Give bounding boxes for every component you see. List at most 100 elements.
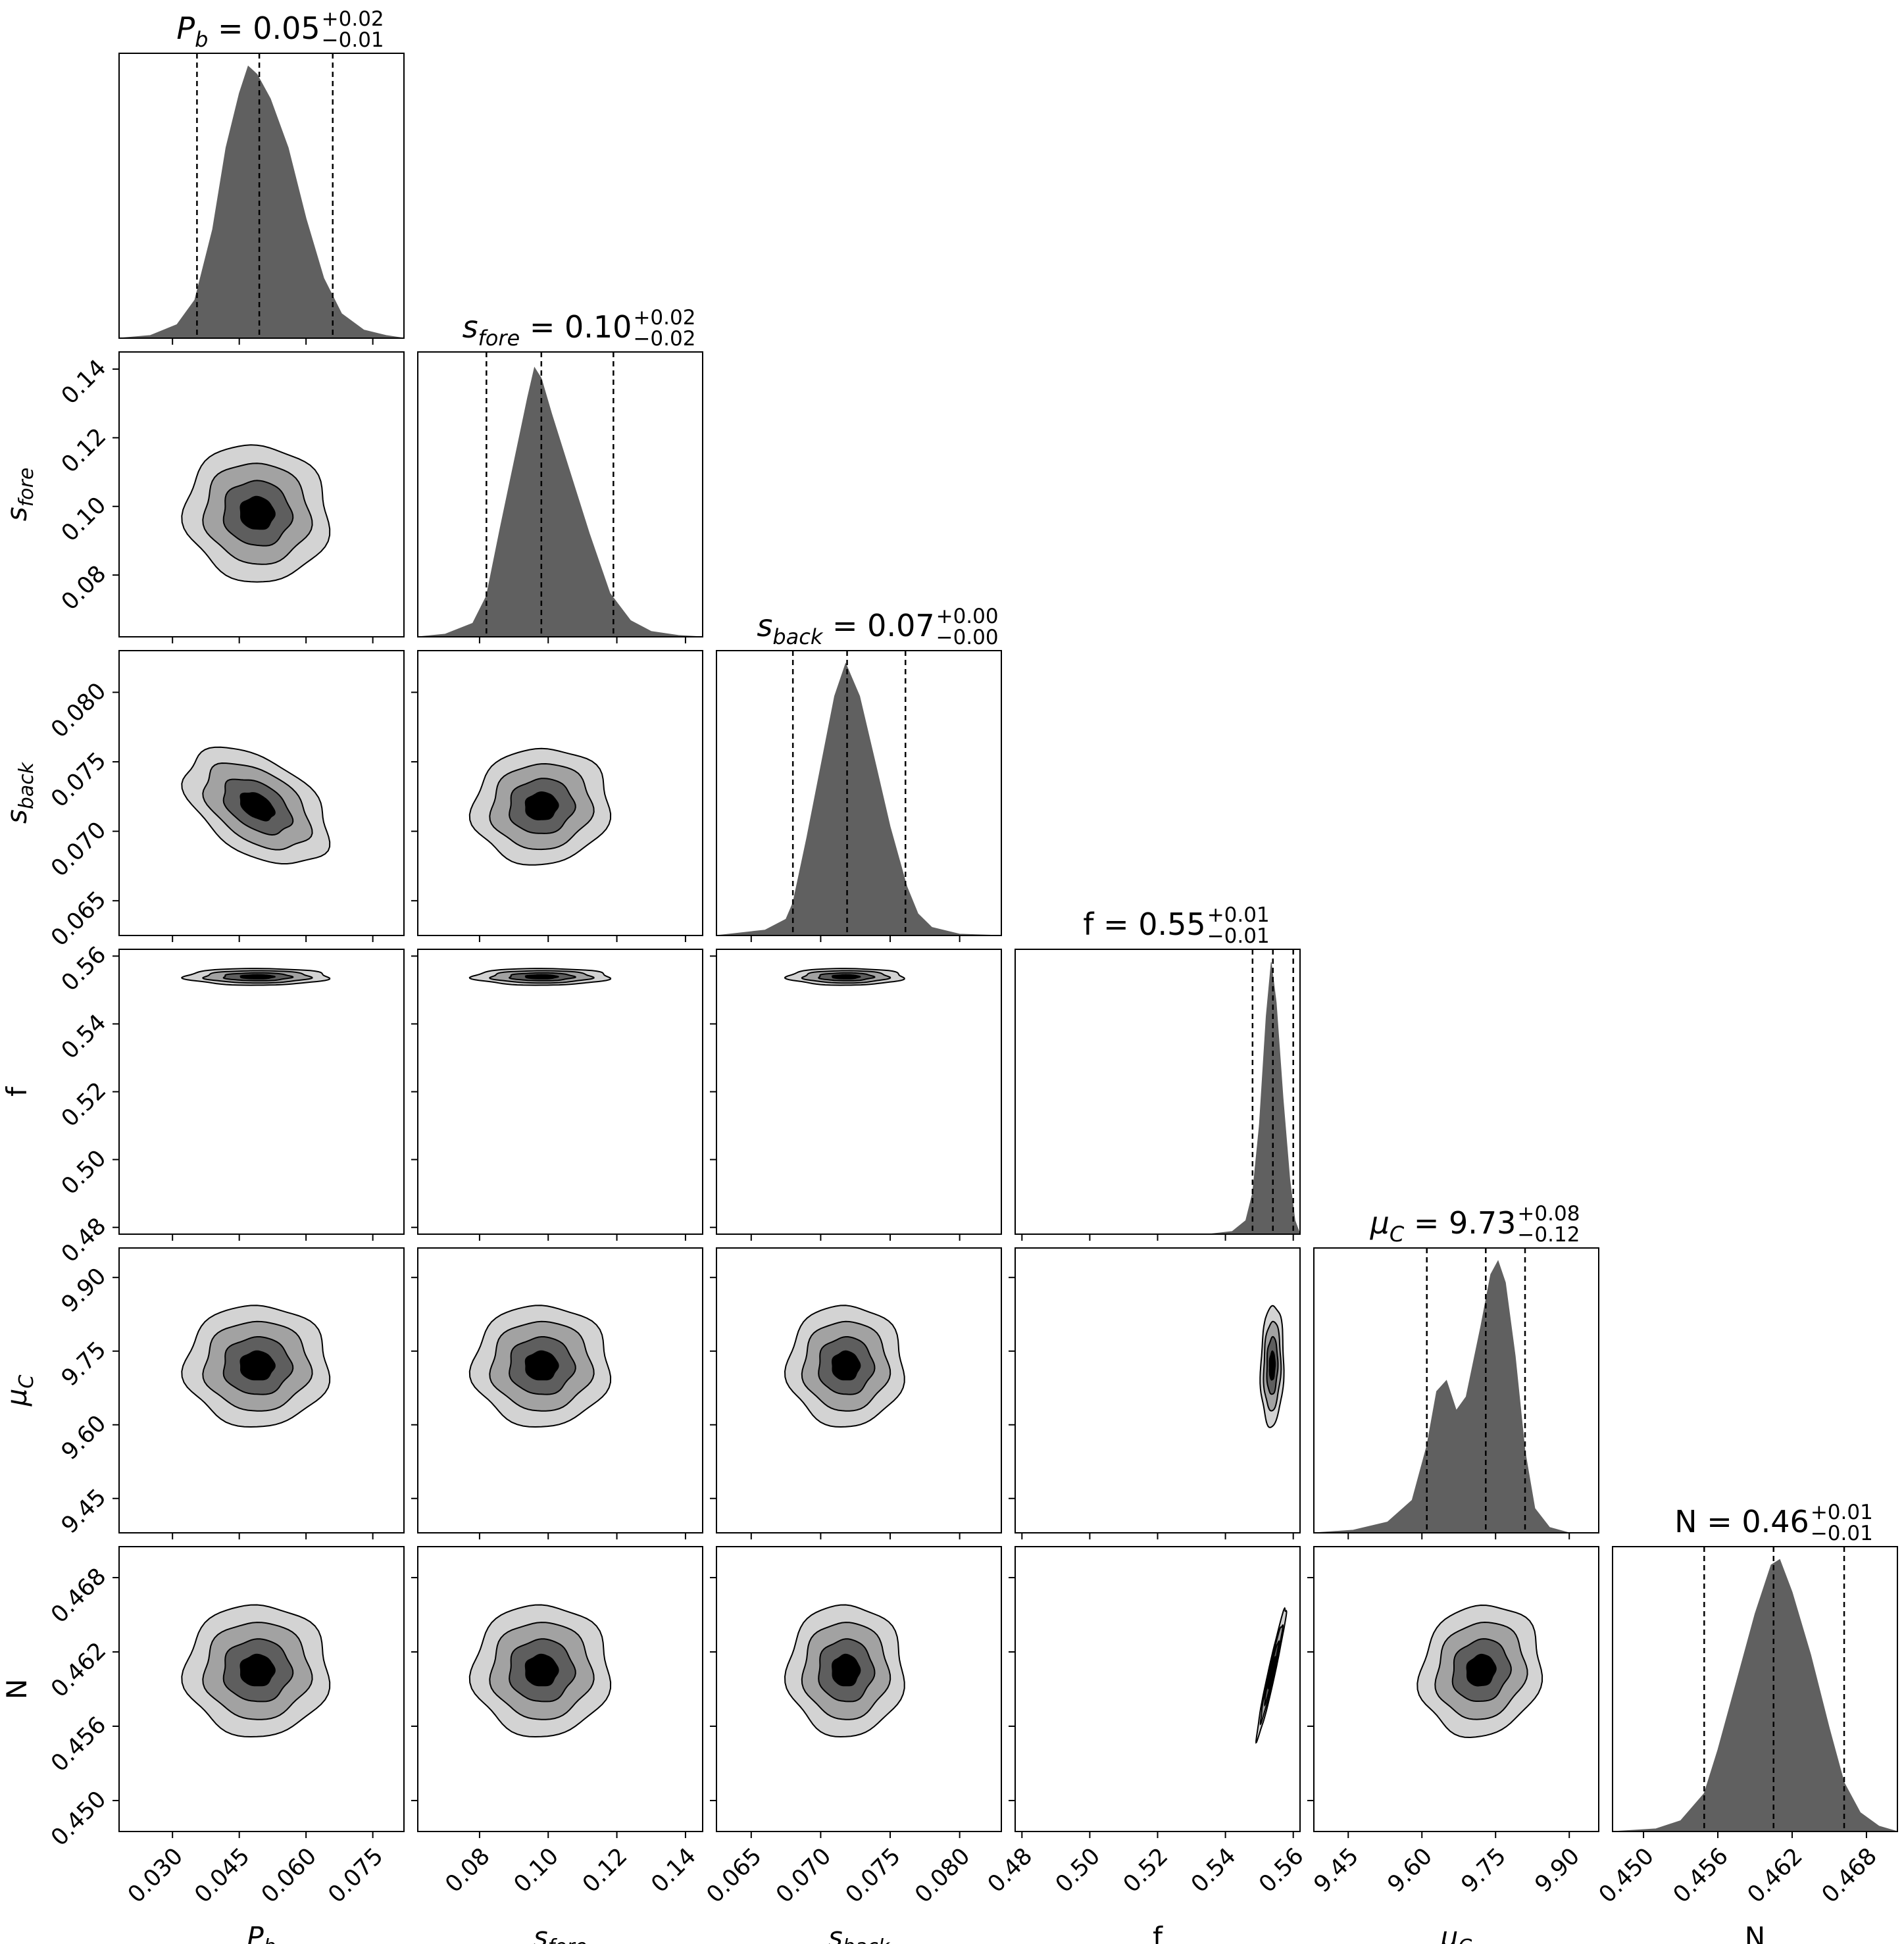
x-tick-label-Pb: 0.045 — [189, 1843, 255, 1908]
x-tick-label-sfore: 0.14 — [646, 1843, 701, 1898]
x-tick-label-f: 0.50 — [1051, 1843, 1105, 1898]
x-axis-label-f: f — [1153, 1921, 1163, 1944]
y-tick-label-sfore: 0.14 — [57, 355, 111, 409]
x-tick-label-N: 0.462 — [1743, 1843, 1808, 1908]
panel-sback-sback: sback = 0.07 +0.00−0.00 — [716, 605, 1002, 942]
x-tick-label-Pb: 0.060 — [257, 1843, 322, 1908]
histogram-f — [1015, 962, 1301, 1235]
y-tick-label-N: 0.450 — [46, 1786, 111, 1851]
panel-frame — [1313, 1247, 1599, 1533]
contour-level-1 — [239, 1350, 276, 1381]
panel-title-minus-f: −0.01 — [1207, 924, 1270, 948]
y-tick-label-sfore: 0.12 — [57, 424, 111, 478]
histogram-muC — [1313, 1260, 1599, 1533]
y-axis-label-sfore: sfore — [1, 468, 38, 522]
panel-title-plus-N: +0.01 — [1811, 1501, 1873, 1524]
panel-Pb-sfore: 0.08 0.10 0.12 0.14 — [57, 351, 405, 643]
contour-level-1 — [524, 791, 559, 821]
panel-frame — [118, 1247, 405, 1533]
panel-frame — [417, 949, 703, 1235]
panel-frame — [1612, 1546, 1898, 1832]
panel-Pb-muC: 9.45 9.60 9.75 9.90 — [57, 1247, 405, 1539]
panel-sfore-muC — [411, 1247, 703, 1539]
panel-frame — [417, 351, 703, 637]
panel-sback-N: 0.065 0.070 0.075 0.080 — [702, 1546, 1002, 1908]
panel-title-minus-sfore: −0.02 — [633, 327, 695, 351]
x-tick-label-f: 0.52 — [1118, 1843, 1173, 1898]
panel-frame — [118, 949, 405, 1235]
panel-frame — [417, 1546, 703, 1832]
x-axis-label-Pb: Pb — [247, 1921, 276, 1944]
contour-level-1 — [239, 1653, 276, 1687]
panel-frame — [118, 53, 405, 339]
histogram-Pb — [118, 65, 405, 339]
x-tick-label-N: 0.456 — [1668, 1843, 1734, 1908]
x-axis-label-sback: sback — [828, 1921, 891, 1944]
x-tick-label-Pb: 0.030 — [123, 1843, 188, 1908]
contour-level-1 — [1466, 1653, 1497, 1687]
panel-f-muC — [1009, 1247, 1301, 1539]
panel-muC-muC: μC = 9.73 +0.08−0.12 — [1313, 1202, 1599, 1539]
y-tick-label-f: 0.54 — [57, 1009, 111, 1064]
panel-frame — [716, 1546, 1002, 1832]
x-tick-label-Pb: 0.075 — [323, 1843, 388, 1908]
contour-level-1 — [524, 974, 560, 980]
contour-level-1 — [831, 1350, 861, 1381]
panel-title-f: f = 0.55 — [1083, 907, 1205, 942]
x-tick-label-sback: 0.070 — [771, 1843, 836, 1908]
panel-title-Pb: Pb = 0.05 — [176, 11, 320, 52]
y-tick-label-sback: 0.075 — [46, 747, 111, 812]
y-tick-label-sfore: 0.08 — [57, 561, 111, 615]
panel-frame — [417, 1247, 703, 1533]
panel-title-plus-muC: +0.08 — [1517, 1202, 1580, 1226]
panel-title-minus-muC: −0.12 — [1517, 1223, 1580, 1247]
x-axis-label-sfore: sfore — [534, 1921, 588, 1944]
y-tick-label-f: 0.52 — [57, 1078, 111, 1132]
y-tick-label-sback: 0.080 — [46, 678, 111, 743]
contour-level-1 — [831, 974, 861, 980]
x-tick-label-sfore: 0.10 — [509, 1843, 564, 1898]
panel-sback-f — [710, 949, 1002, 1241]
panel-title-plus-sfore: +0.02 — [633, 306, 695, 330]
panel-frame — [716, 1247, 1002, 1533]
panel-f-N: 0.48 0.50 0.52 0.54 0.56 — [983, 1546, 1309, 1898]
panel-title-plus-f: +0.01 — [1207, 903, 1270, 927]
x-tick-label-muC: 9.90 — [1530, 1843, 1585, 1898]
histogram-N — [1612, 1558, 1898, 1832]
panel-frame — [1015, 1546, 1301, 1832]
y-axis-label-sback: sback — [1, 761, 38, 824]
contour-level-1 — [239, 974, 276, 980]
x-tick-label-sfore: 0.08 — [440, 1843, 495, 1898]
panel-Pb-N: 0.030 0.045 0.060 0.075 0.450 0.456 0.462 0.468 — [46, 1546, 405, 1908]
panel-title-muC: μC = 9.73 — [1370, 1205, 1516, 1247]
x-tick-label-muC: 9.60 — [1383, 1843, 1438, 1898]
panel-frame — [716, 650, 1002, 936]
panel-frame — [716, 949, 1002, 1235]
y-tick-label-f: 0.50 — [57, 1145, 111, 1200]
panel-sfore-f — [411, 949, 703, 1241]
panel-title-minus-Pb: −0.01 — [322, 28, 384, 52]
panel-frame — [1015, 1247, 1301, 1533]
x-tick-label-f: 0.56 — [1254, 1843, 1309, 1898]
panel-title-sback: sback = 0.07 — [757, 608, 934, 649]
y-tick-label-muC: 9.60 — [57, 1410, 111, 1465]
y-tick-label-N: 0.456 — [46, 1712, 111, 1777]
histogram-sfore — [417, 366, 703, 637]
y-tick-label-muC: 9.90 — [57, 1263, 111, 1318]
y-tick-label-muC: 9.75 — [57, 1337, 111, 1391]
panel-frame — [417, 650, 703, 936]
x-tick-label-N: 0.468 — [1817, 1843, 1882, 1908]
panel-Pb-f: 0.480.500.520.540.56 — [57, 941, 405, 1268]
x-tick-label-sfore: 0.12 — [578, 1843, 632, 1898]
panel-frame — [118, 1546, 405, 1832]
y-axis-label-f: f — [1, 1086, 33, 1097]
contour-level-1 — [524, 1350, 559, 1381]
panel-title-minus-N: −0.01 — [1811, 1522, 1873, 1545]
panel-title-minus-sback: −0.00 — [936, 626, 999, 649]
x-tick-label-f: 0.54 — [1186, 1843, 1241, 1898]
y-tick-label-sback: 0.070 — [46, 817, 111, 882]
y-tick-label-muC: 9.45 — [57, 1484, 111, 1539]
panel-title-N: N = 0.46 — [1674, 1504, 1809, 1539]
